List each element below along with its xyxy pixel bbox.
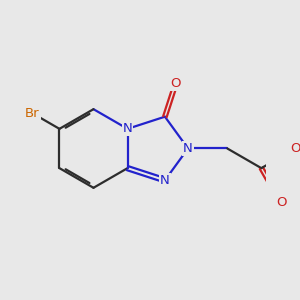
Text: O: O — [171, 76, 181, 89]
Text: Br: Br — [25, 106, 40, 120]
Text: O: O — [290, 142, 300, 155]
Text: N: N — [183, 142, 193, 155]
Text: N: N — [160, 174, 170, 187]
Text: O: O — [276, 196, 286, 209]
Text: N: N — [123, 122, 132, 135]
